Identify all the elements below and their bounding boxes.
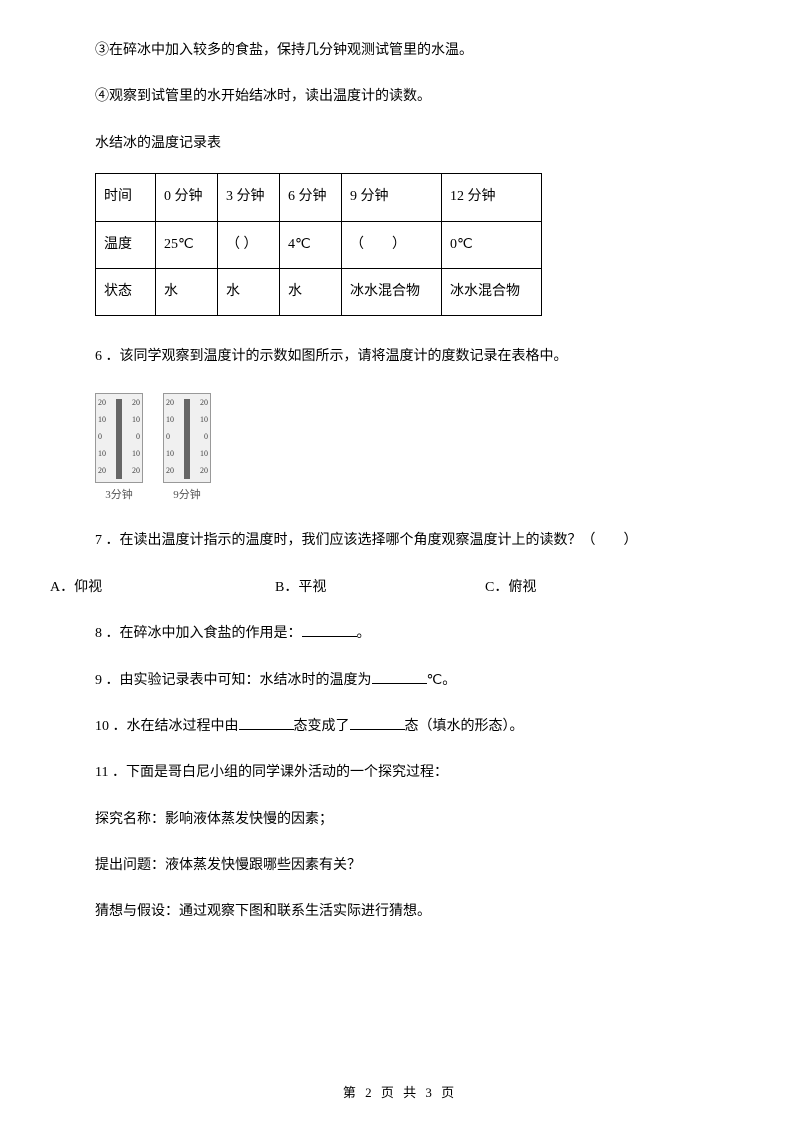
page-footer: 第 2 页 共 3 页 (0, 1083, 800, 1104)
thermometer-label: 3分钟 (105, 487, 133, 505)
cell-state-12: 冰水混合物 (442, 268, 542, 315)
scale-mark: 20 (98, 465, 106, 477)
inquiry-hypothesis: 猜想与假设：通过观察下图和联系生活实际进行猜想。 (50, 901, 750, 923)
scale-mark: 20 (132, 397, 140, 409)
step-4: ④观察到试管里的水开始结冰时，读出温度计的读数。 (50, 86, 750, 108)
scale-mark: 10 (98, 414, 106, 426)
scale-mark: 10 (166, 414, 174, 426)
thermometer-9min: 20 20 10 10 0 0 10 10 20 20 9分钟 (163, 393, 211, 505)
q8-text-post: 。 (357, 626, 371, 641)
question-7: 7 ．在读出温度计指示的温度时，我们应该选择哪个角度观察温度计上的读数？（ ） (50, 530, 750, 552)
scale-mark: 20 (132, 465, 140, 477)
cell-temp-6: 4℃ (280, 221, 342, 268)
fill-blank[interactable] (350, 716, 405, 730)
thermometer-label: 9分钟 (173, 487, 201, 505)
q9-text-pre: 9 ．由实验记录表中可知：水结冰时的温度为 (95, 673, 372, 688)
cell-temp-12: 0℃ (442, 221, 542, 268)
scale-mark: 0 (136, 431, 140, 443)
freezing-temperature-table: 时间 0 分钟 3 分钟 6 分钟 9 分钟 12 分钟 温度 25℃ （ ） … (95, 173, 542, 316)
question-6: 6 ．该同学观察到温度计的示数如图所示，请将温度计的度数记录在表格中。 (50, 346, 750, 368)
table-row: 时间 0 分钟 3 分钟 6 分钟 9 分钟 12 分钟 (96, 174, 542, 221)
cell-temp-0: 25℃ (156, 221, 218, 268)
option-b: B．平视 (275, 577, 485, 599)
scale-mark: 20 (200, 465, 208, 477)
scale-mark: 10 (200, 414, 208, 426)
q10-text-mid: 态变成了 (294, 719, 350, 734)
q10-text-post: 态（填水的形态）。 (405, 719, 524, 734)
thermometer-tube-icon (184, 399, 190, 479)
cell-state-0: 水 (156, 268, 218, 315)
scale-mark: 10 (132, 448, 140, 460)
scale-mark: 10 (200, 448, 208, 460)
thermometer-icon: 20 20 10 10 0 0 10 10 20 20 (163, 393, 211, 483)
cell-time-label: 时间 (96, 174, 156, 221)
question-7-options: A．仰视 B．平视 C．俯视 (50, 577, 750, 599)
scale-mark: 10 (132, 414, 140, 426)
question-9: 9 ．由实验记录表中可知：水结冰时的温度为 ℃。 (50, 670, 750, 692)
question-8: 8 ．在碎冰中加入食盐的作用是： 。 (50, 623, 750, 645)
scale-mark: 20 (98, 397, 106, 409)
fill-blank[interactable] (302, 623, 357, 637)
table-row: 状态 水 水 水 冰水混合物 冰水混合物 (96, 268, 542, 315)
fill-blank[interactable] (239, 716, 294, 730)
table-row: 温度 25℃ （ ） 4℃ （ ） 0℃ (96, 221, 542, 268)
cell-state-6: 水 (280, 268, 342, 315)
cell-temp-9: （ ） (342, 221, 442, 268)
option-a: A．仰视 (50, 577, 275, 599)
scale-mark: 20 (200, 397, 208, 409)
q10-text-pre: 10 ．水在结冰过程中由 (95, 719, 239, 734)
cell-time-6: 6 分钟 (280, 174, 342, 221)
scale-mark: 0 (204, 431, 208, 443)
cell-temp-label: 温度 (96, 221, 156, 268)
thermometer-tube-icon (116, 399, 122, 479)
fill-blank[interactable] (372, 670, 427, 684)
scale-mark: 0 (98, 431, 102, 443)
cell-time-12: 12 分钟 (442, 174, 542, 221)
thermometer-diagrams: 20 20 10 10 0 0 10 10 20 20 3分钟 20 20 10… (50, 393, 750, 505)
question-10: 10 ．水在结冰过程中由 态变成了 态（填水的形态）。 (50, 716, 750, 738)
step-3: ③在碎冰中加入较多的食盐，保持几分钟观测试管里的水温。 (50, 40, 750, 62)
cell-state-9: 冰水混合物 (342, 268, 442, 315)
question-11: 11 ．下面是哥白尼小组的同学课外活动的一个探究过程： (50, 762, 750, 784)
inquiry-name: 探究名称：影响液体蒸发快慢的因素； (50, 809, 750, 831)
thermometer-icon: 20 20 10 10 0 0 10 10 20 20 (95, 393, 143, 483)
table-title: 水结冰的温度记录表 (50, 133, 750, 155)
scale-mark: 0 (166, 431, 170, 443)
scale-mark: 20 (166, 397, 174, 409)
cell-time-0: 0 分钟 (156, 174, 218, 221)
option-c: C．俯视 (485, 577, 665, 599)
q9-text-post: ℃。 (427, 673, 457, 688)
inquiry-question: 提出问题：液体蒸发快慢跟哪些因素有关？ (50, 855, 750, 877)
cell-state-label: 状态 (96, 268, 156, 315)
cell-time-3: 3 分钟 (218, 174, 280, 221)
cell-time-9: 9 分钟 (342, 174, 442, 221)
cell-state-3: 水 (218, 268, 280, 315)
cell-temp-3: （ ） (218, 221, 280, 268)
scale-mark: 20 (166, 465, 174, 477)
scale-mark: 10 (166, 448, 174, 460)
scale-mark: 10 (98, 448, 106, 460)
thermometer-3min: 20 20 10 10 0 0 10 10 20 20 3分钟 (95, 393, 143, 505)
q8-text-pre: 8 ．在碎冰中加入食盐的作用是： (95, 626, 302, 641)
